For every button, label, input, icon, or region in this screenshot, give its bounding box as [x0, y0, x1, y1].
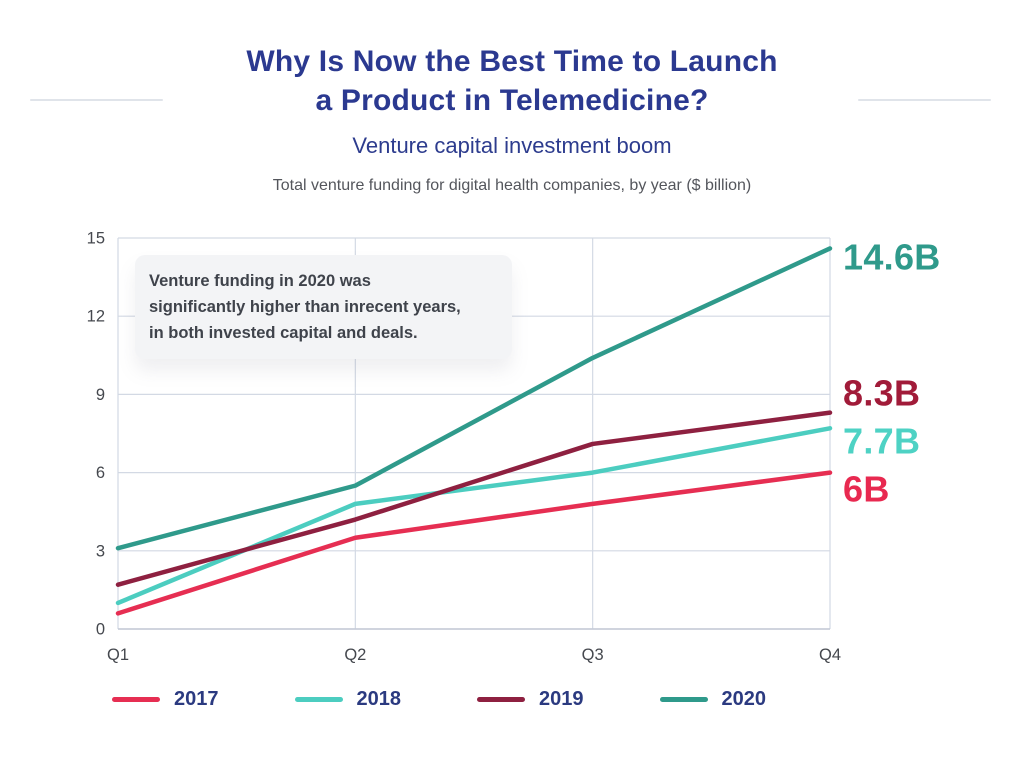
legend-item-2017: 2017 — [112, 688, 219, 711]
title-divider-right — [858, 99, 991, 101]
legend-swatch-2020 — [659, 697, 708, 702]
y-axis-tick-label: 6 — [96, 464, 105, 482]
legend-swatch-2019 — [477, 697, 525, 702]
series-line-2018 — [115, 426, 833, 606]
legend-label: 2018 — [356, 688, 402, 710]
legend-label: 2019 — [539, 688, 584, 710]
legend-item-2020: 2020 — [659, 688, 767, 711]
y-axis-tick-label: 3 — [96, 542, 105, 560]
value-label-2017: 6B — [843, 469, 890, 510]
legend-item-2018: 2018 — [294, 688, 402, 711]
value-label-2018: 7.7B — [843, 420, 920, 461]
series-line-2020 — [115, 246, 833, 551]
chart-description: Total venture funding for digital health… — [272, 177, 752, 194]
annotation-text-line: in both invested capital and deals. — [149, 324, 418, 342]
chart-subtitle: Venture capital investment boom — [352, 133, 672, 158]
page-title-line-1: Why Is Now the Best Time to Launch — [246, 45, 778, 78]
x-axis-tick-label: Q4 — [819, 646, 841, 664]
x-axis-tick-label: Q2 — [344, 646, 366, 664]
title-divider-left — [30, 99, 163, 101]
legend-label: 2020 — [721, 688, 767, 710]
page-title: Why Is Now the Best Time to Launch a Pro… — [0, 42, 1024, 120]
y-axis-tick-label: 15 — [87, 230, 105, 248]
series-line-2017 — [115, 470, 833, 616]
legend-swatch-2017 — [112, 697, 160, 702]
y-axis-tick-label: 12 — [87, 308, 105, 326]
value-label-2020: 14.6B — [843, 236, 941, 277]
annotation-text-line: Venture funding in 2020 was — [149, 272, 371, 290]
y-axis-tick-label: 0 — [96, 621, 105, 639]
x-axis-tick-label: Q3 — [582, 646, 604, 664]
annotation-box: Venture funding in 2020 was significantl… — [135, 255, 512, 359]
legend-label: 2017 — [174, 688, 219, 710]
y-axis-tick-label: 9 — [96, 386, 105, 404]
legend-swatch-2018 — [294, 697, 343, 702]
legend-item-2019: 2019 — [477, 688, 584, 711]
annotation-text-line: significantly higher than inrecent years… — [149, 298, 461, 316]
value-label-2019: 8.3B — [843, 373, 920, 414]
page-title-line-2: a Product in Telemedicine? — [315, 84, 709, 117]
x-axis-tick-label: Q1 — [107, 646, 129, 664]
series-line-2019 — [115, 410, 833, 587]
chart-legend: 2017 2018 2019 2020 — [112, 688, 766, 711]
